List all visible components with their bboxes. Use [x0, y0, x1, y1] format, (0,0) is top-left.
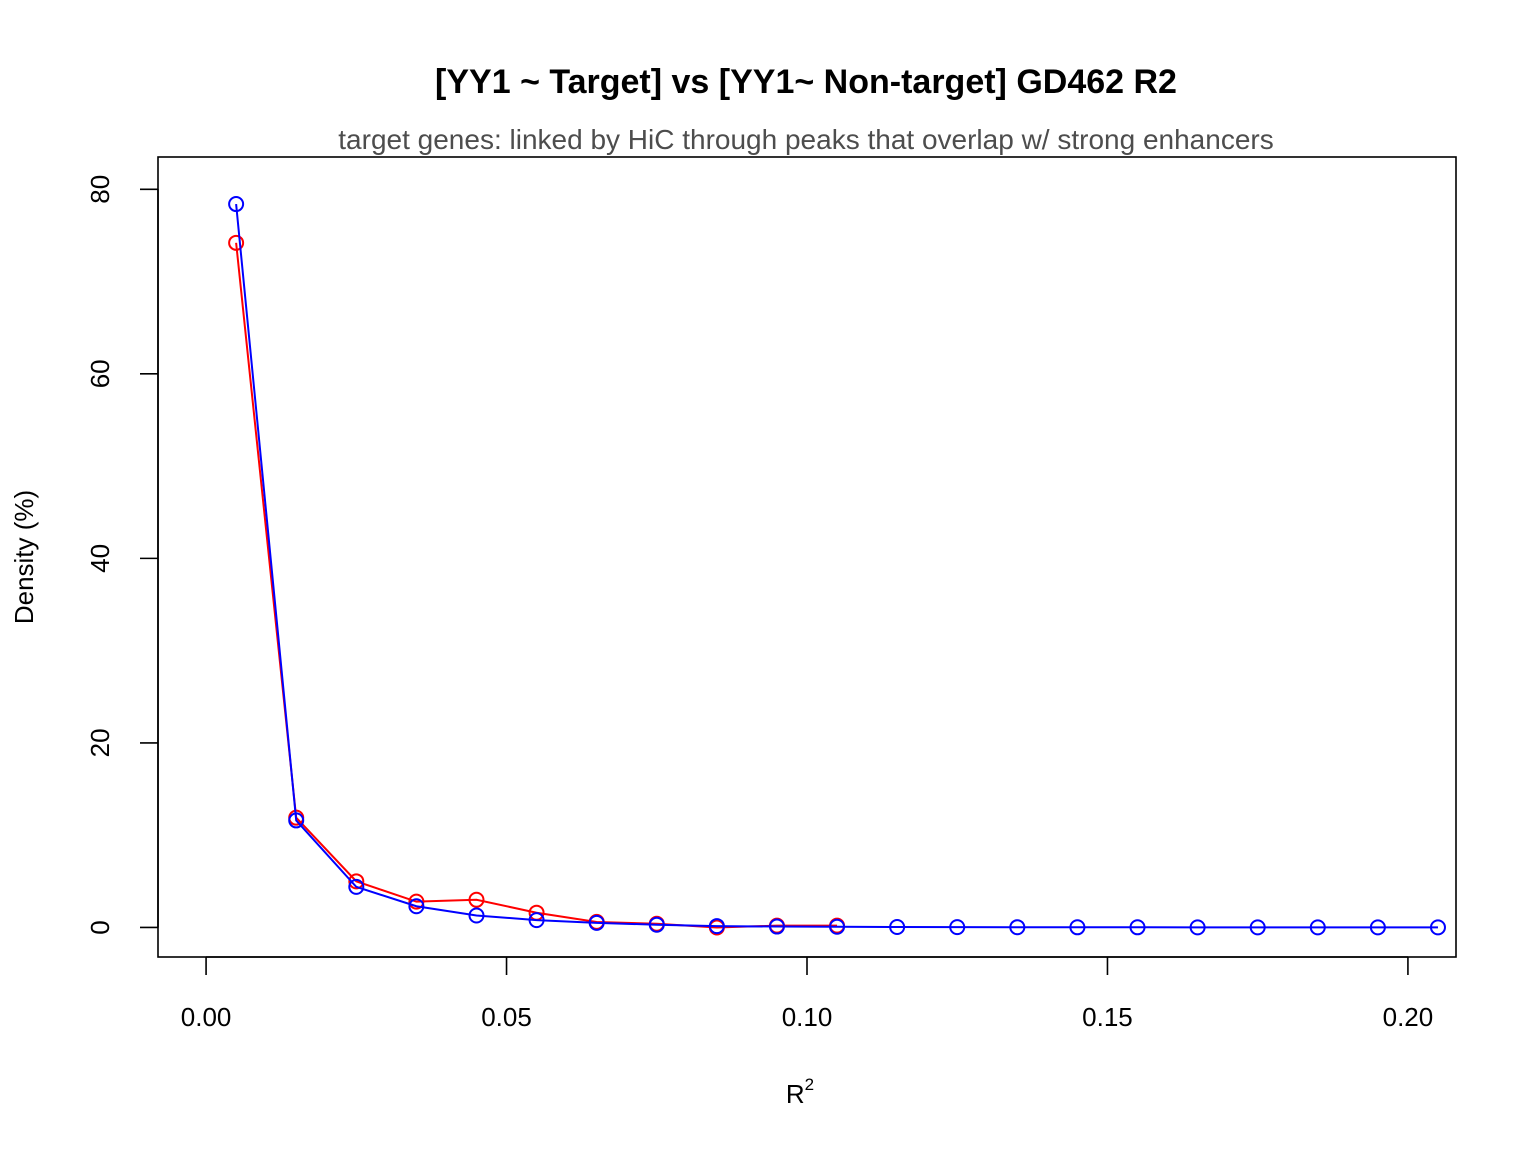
data-point: [1189, 919, 1206, 936]
chart-title: [YY1 ~ Target] vs [YY1~ Non-target] GD46…: [435, 63, 1177, 101]
data-point: [288, 812, 305, 829]
series-1: [228, 234, 846, 936]
y-axis: 0 20 40 60 80: [85, 175, 159, 935]
y-tick-label: 80: [85, 175, 115, 204]
data-point: [829, 918, 846, 935]
y-axis-label: Density (%): [9, 490, 39, 624]
series-line: [235, 203, 1438, 929]
data-point: [768, 918, 785, 935]
data-point: [348, 873, 365, 890]
plot-frame: [157, 156, 1457, 958]
series-line: [235, 242, 838, 929]
series-layer: [228, 196, 1446, 936]
x-tick-label: 0.05: [481, 1002, 532, 1032]
data-point: [889, 919, 906, 936]
x-tick-label: 0.10: [782, 1002, 833, 1032]
x-axis-label-superscript: 2: [805, 1075, 814, 1094]
data-point: [228, 196, 245, 213]
data-point: [1369, 919, 1386, 936]
y-tick-label: 60: [85, 359, 115, 388]
data-point: [588, 914, 605, 931]
y-tick-label: 0: [85, 920, 115, 934]
data-point: [1429, 919, 1446, 936]
data-point: [1249, 919, 1266, 936]
data-point: [468, 907, 485, 924]
y-tick-label: 40: [85, 544, 115, 573]
data-point: [648, 916, 665, 933]
data-point: [1309, 919, 1326, 936]
data-point: [708, 918, 725, 935]
data-point: [468, 891, 485, 908]
x-axis: 0.00 0.05 0.10 0.15 0.20: [181, 956, 1434, 1032]
x-axis-label-text: R: [786, 1079, 805, 1109]
data-point: [228, 234, 245, 251]
data-point: [348, 878, 365, 895]
series-2: [228, 196, 1446, 936]
data-point: [1069, 919, 1086, 936]
x-tick-label: 0.20: [1383, 1002, 1434, 1032]
y-tick-label: 20: [85, 728, 115, 757]
x-axis-label: R2: [786, 1075, 814, 1109]
data-point: [408, 898, 425, 915]
x-tick-label: 0.00: [181, 1002, 232, 1032]
data-point: [408, 893, 425, 910]
data-point: [528, 912, 545, 929]
x-tick-label: 0.15: [1082, 1002, 1133, 1032]
data-point: [949, 919, 966, 936]
data-point: [1009, 919, 1026, 936]
chart-subtitle: target genes: linked by HiC through peak…: [338, 124, 1273, 155]
data-point: [1129, 919, 1146, 936]
